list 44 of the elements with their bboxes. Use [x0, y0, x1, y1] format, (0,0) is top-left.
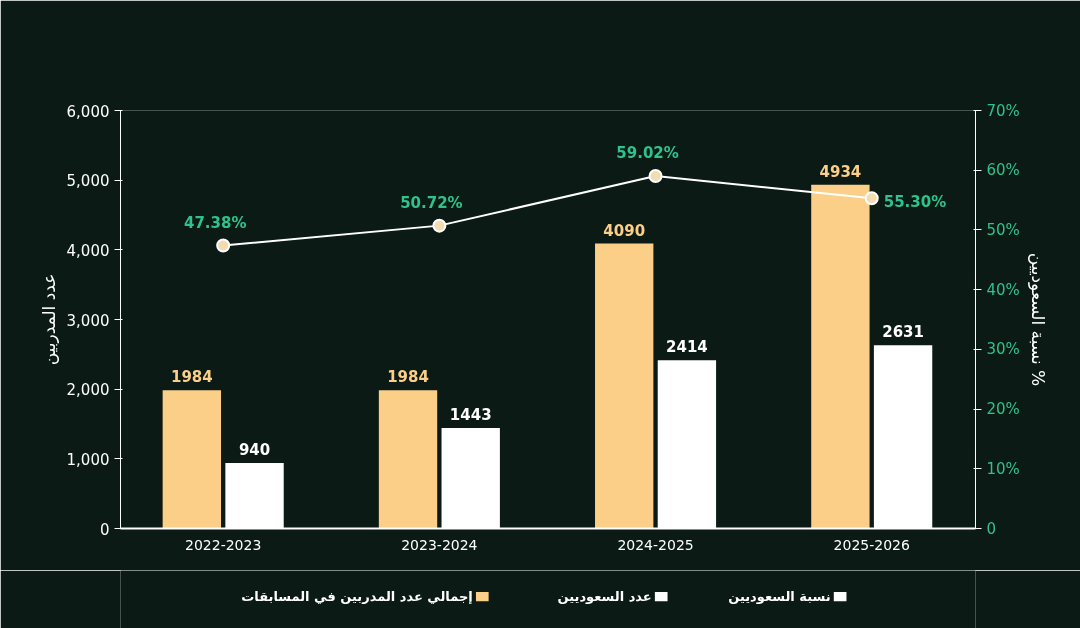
legend-label: إجمالي عدد المدربين في المسابقات: [241, 589, 473, 605]
data-label: 4934: [819, 162, 862, 181]
point: [864, 191, 879, 206]
y-tick-label: 3,000: [66, 311, 110, 330]
data-label: 940: [238, 441, 271, 460]
data-label: 1443: [449, 405, 492, 424]
bar: [162, 390, 222, 529]
point: [648, 169, 663, 184]
y2-tick-label: 20%: [986, 400, 1020, 419]
data-label: 59.02%: [616, 144, 679, 163]
y-axis-title: عدد المدربين: [38, 273, 59, 366]
y-tick-label: 4,000: [66, 241, 110, 260]
legend-label: عدد السعوديين: [557, 589, 652, 605]
bar: [378, 390, 438, 529]
y2-tick-label: 10%: [986, 459, 1020, 478]
x-tick-label: 2023-2024: [401, 536, 478, 553]
x-tick-label: 2024-2025: [617, 536, 694, 553]
y2-tick-label: 0: [986, 519, 997, 538]
x-tick-label: 2025-2026: [833, 536, 910, 553]
y-tick-label: 5,000: [66, 172, 110, 191]
y2-tick-label: 70%: [986, 101, 1020, 120]
y-tick-label: 2,000: [66, 381, 110, 400]
data-label: 50.72%: [400, 193, 463, 212]
y2-tick-label: 40%: [986, 280, 1020, 299]
bar: [595, 243, 654, 529]
y2-tick-label: 50%: [986, 220, 1020, 239]
data-label: 2631: [882, 323, 924, 342]
data-label: 2414: [666, 338, 708, 357]
point: [216, 238, 231, 253]
data-label: 55.30%: [883, 193, 947, 212]
point: [432, 218, 447, 233]
data-label: 1984: [387, 368, 429, 387]
legend-label: نسبة السعوديين: [728, 589, 831, 605]
data-label: 1984: [170, 368, 213, 387]
y-tick-label: 6,000: [66, 102, 110, 121]
bar: [811, 184, 870, 529]
y-tick-label: 1,000: [66, 450, 110, 469]
y-tick-label: 0: [99, 520, 110, 539]
y2-axis-title: نسبة السعوديين %: [1027, 252, 1048, 387]
y2-tick-label: 30%: [986, 340, 1020, 359]
data-label: 47.38%: [183, 213, 247, 232]
y2-tick-label: 60%: [986, 161, 1020, 180]
x-tick-label: 2022-2023: [185, 536, 262, 553]
data-label: 4090: [603, 221, 646, 240]
